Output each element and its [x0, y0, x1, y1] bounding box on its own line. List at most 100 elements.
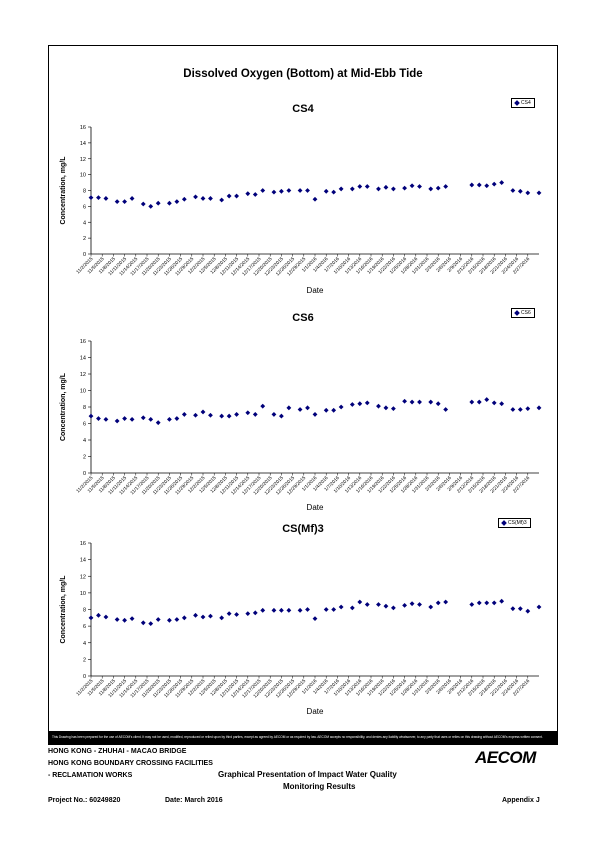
data-point — [305, 405, 310, 411]
data-point — [484, 397, 490, 402]
figure-sheet: Dissolved Oxygen (Bottom) at Mid-Ebb Tid… — [48, 45, 558, 745]
y-tick-label: 0 — [83, 674, 86, 680]
disclaimer-bar: This Drawing has been prepared for the u… — [48, 731, 558, 744]
y-tick-label: 4 — [83, 641, 86, 647]
data-point — [226, 193, 232, 199]
data-point — [174, 416, 180, 421]
data-point — [208, 196, 213, 201]
data-point — [167, 617, 172, 623]
y-tick-label: 14 — [80, 356, 86, 362]
y-tick-label: 6 — [83, 624, 86, 630]
y-tick-label: 10 — [80, 591, 86, 597]
data-point — [193, 612, 198, 618]
data-point — [245, 410, 251, 416]
data-point — [469, 602, 475, 607]
data-point — [349, 186, 355, 192]
data-point — [357, 401, 363, 407]
data-point — [331, 407, 337, 413]
data-point — [435, 600, 441, 606]
data-point — [140, 415, 146, 421]
data-point — [338, 404, 344, 410]
data-point — [536, 604, 542, 610]
legend-csmf3: CS(Mf)3 — [498, 518, 531, 528]
data-point — [484, 600, 490, 606]
data-point — [226, 611, 232, 617]
data-point — [88, 615, 94, 621]
data-point — [279, 188, 284, 194]
data-point — [469, 399, 475, 405]
data-point — [443, 407, 449, 412]
chart-cs4: CS4024681012141611/2/201511/5/201511/8/2… — [60, 103, 542, 295]
data-point — [167, 416, 172, 422]
data-point — [96, 195, 101, 201]
data-point — [391, 406, 396, 412]
y-tick-label: 8 — [83, 608, 86, 614]
data-point — [260, 403, 266, 409]
figure-title: Dissolved Oxygen (Bottom) at Mid-Ebb Tid… — [183, 68, 423, 80]
data-point — [129, 416, 135, 422]
data-point — [510, 188, 516, 193]
y-tick-label: 14 — [80, 558, 86, 564]
data-point — [376, 403, 381, 409]
y-tick-label: 12 — [80, 574, 86, 580]
data-point — [279, 607, 284, 613]
y-axis-label: Concentration, mg/L — [60, 575, 67, 644]
data-point — [208, 613, 213, 619]
data-point — [331, 607, 337, 612]
data-point — [245, 191, 251, 197]
data-point — [167, 200, 172, 206]
data-point — [383, 405, 389, 411]
data-point — [417, 399, 422, 405]
data-point — [525, 608, 531, 614]
y-tick-label: 16 — [80, 339, 86, 345]
data-point — [219, 197, 225, 203]
report-date: Date: March 2016 — [165, 797, 223, 804]
y-axis-label: Concentration, mg/L — [60, 156, 67, 225]
legend-label: CS6 — [521, 310, 531, 316]
data-point — [200, 409, 206, 415]
data-point — [476, 600, 482, 606]
y-tick-label: 6 — [83, 204, 86, 210]
chart-title: CS4 — [292, 103, 314, 115]
y-tick-label: 0 — [83, 252, 86, 258]
data-point — [286, 188, 292, 193]
data-point — [525, 190, 531, 196]
y-tick-label: 10 — [80, 173, 86, 179]
data-point — [428, 186, 434, 192]
data-point — [376, 186, 381, 192]
y-tick-label: 2 — [83, 455, 86, 461]
x-axis-label: Date — [307, 286, 324, 295]
data-point — [517, 188, 523, 194]
data-point — [435, 401, 441, 407]
data-point — [148, 621, 154, 627]
data-point — [96, 416, 101, 421]
data-point — [435, 185, 441, 191]
data-point — [122, 199, 127, 205]
data-point — [208, 412, 213, 418]
y-tick-label: 16 — [80, 125, 86, 131]
data-point — [122, 416, 127, 421]
data-point — [234, 412, 239, 417]
data-point — [510, 606, 516, 612]
data-point — [155, 420, 161, 426]
project-line-3: - RECLAMATION WORKS — [48, 772, 133, 779]
y-tick-label: 8 — [83, 405, 86, 411]
data-point — [148, 416, 154, 422]
data-point — [122, 617, 127, 623]
data-point — [140, 620, 146, 626]
legend-cs6: CS6 — [511, 308, 535, 318]
report-title-2: Monitoring Results — [283, 782, 356, 791]
data-point — [364, 400, 370, 406]
data-point — [417, 602, 422, 607]
data-point — [155, 617, 161, 622]
y-tick-label: 2 — [83, 657, 86, 663]
chart-csmf3: CS(Mf)3024681012141611/2/201511/5/201511… — [60, 523, 542, 716]
legend-diamond-icon — [514, 99, 520, 106]
data-point — [499, 180, 505, 185]
chart-title: CS6 — [292, 312, 313, 324]
data-point — [155, 200, 161, 206]
data-point — [286, 607, 292, 613]
project-line-2: HONG KONG BOUNDARY CROSSING FACILITIES — [48, 760, 213, 767]
data-point — [174, 617, 180, 622]
data-point — [469, 182, 475, 188]
